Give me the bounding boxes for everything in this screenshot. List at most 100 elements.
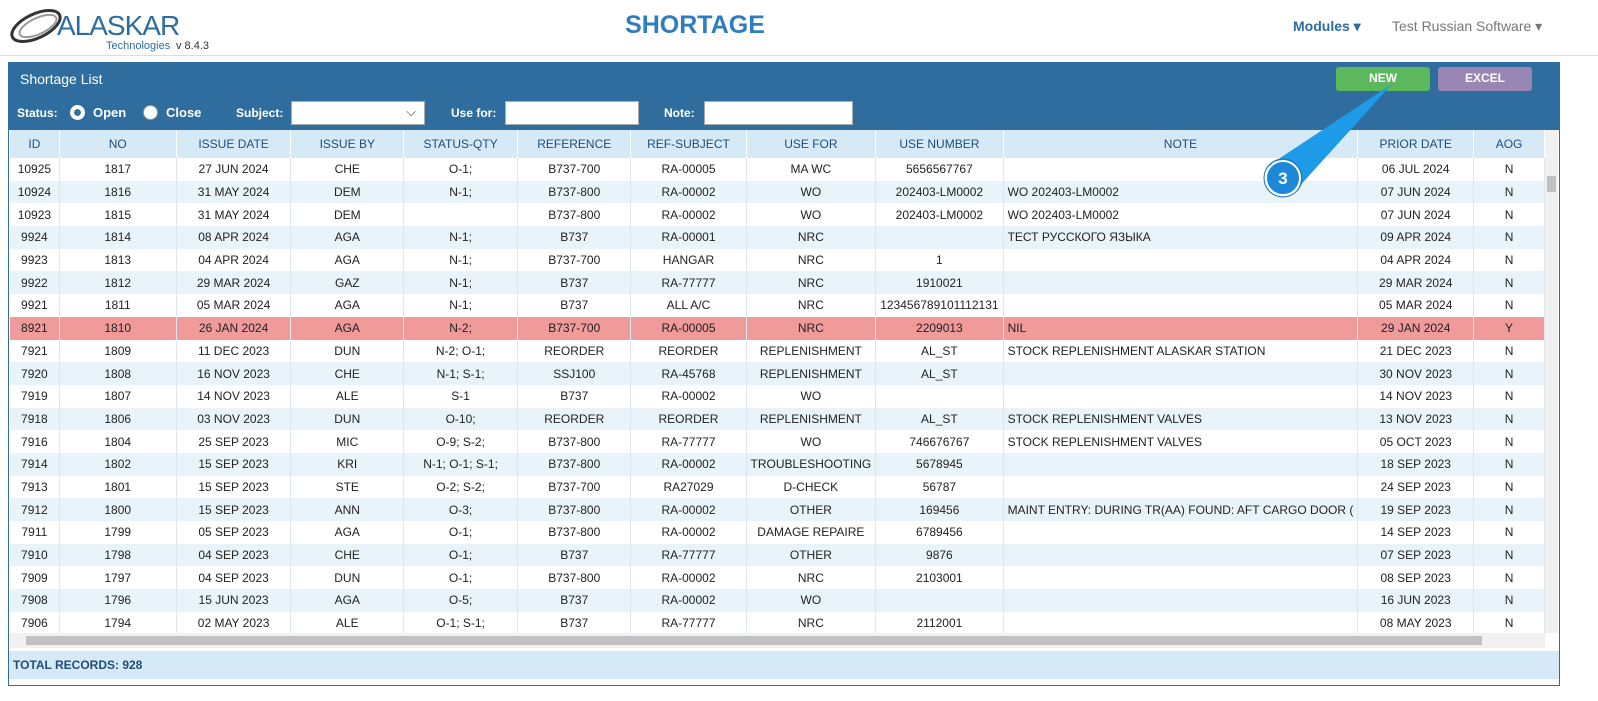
table-cell: 1796 (59, 589, 177, 612)
table-row[interactable]: 9922 1812 29 MAR 2024 GAZ N-1; B737 RA-77777 NR… (10, 271, 1545, 295)
table-cell: O-10; (403, 407, 519, 431)
table-cell: 8921 (10, 316, 60, 340)
table-cell: AGA (290, 589, 405, 612)
table-row[interactable]: 7909 1797 04 SEP 2023 DUN O-1; B737-800 RA-000… (10, 566, 1545, 590)
table-cell: OTHER (746, 498, 877, 521)
nav-modules[interactable]: Modules ▾ (1293, 18, 1361, 34)
table-cell: ALE (290, 384, 405, 408)
table-cell: O-1; (403, 543, 519, 567)
table-cell (1003, 384, 1359, 408)
version: v 8.4.3 (176, 40, 210, 52)
table-cell: STOCK REPLENISHMENT VALVES (1003, 430, 1359, 453)
table-cell: AGA (290, 316, 405, 340)
table-cell: RA27029 (630, 475, 747, 499)
table-cell: 10924 (10, 180, 60, 204)
table-cell: 1799 (59, 521, 177, 544)
column-header: ID (10, 130, 60, 158)
table-cell: 7912 (10, 498, 60, 521)
table-cell: N (1473, 521, 1545, 544)
table-cell: B737-800 (517, 180, 632, 204)
table-cell: N-1; (403, 294, 519, 317)
table-cell: 04 SEP 2023 (176, 543, 292, 567)
table-row[interactable]: 9924 1814 08 APR 2024 AGA N-1; B737 RA-00001 NR… (10, 226, 1545, 249)
table-cell: RA-00002 (630, 521, 747, 544)
table-cell: O-1; (403, 566, 519, 590)
table-cell: 123456789101112131 (875, 294, 1004, 317)
table-cell: S-1 (403, 384, 519, 408)
table-cell: B737-800 (517, 452, 632, 476)
table-row[interactable]: 7920 1808 16 NOV 2023 CHE N-1; S-1; SSJ100 RA-… (10, 362, 1545, 385)
total-records: TOTAL RECORDS: 928 (9, 651, 1559, 679)
table-cell: 07 JUN 2024 (1357, 180, 1475, 204)
table-cell: N (1473, 384, 1545, 408)
note-input[interactable] (704, 101, 853, 125)
table-cell: 09 APR 2024 (1357, 226, 1475, 249)
table-row[interactable]: 7912 1800 15 SEP 2023 ANN O-3; B737-800 RA-000… (10, 498, 1545, 521)
table-row[interactable]: 7918 1806 03 NOV 2023 DUN O-10; REORDER REORDE… (10, 407, 1545, 431)
table-cell: O-1; S-1; (403, 611, 519, 633)
excel-button[interactable]: EXCEL (1438, 67, 1532, 91)
page-title: SHORTAGE (625, 11, 765, 39)
table-cell: OTHER (746, 543, 877, 567)
table-cell: 10923 (10, 203, 60, 227)
table-row[interactable]: 7921 1809 11 DEC 2023 DUN N-2; O-1; REORDER RE… (10, 339, 1545, 363)
table-cell: 27 JUN 2024 (176, 158, 292, 181)
column-header: USE FOR (746, 130, 877, 158)
table-cell: REPLENISHMENT (746, 339, 877, 363)
table-row[interactable]: 7913 1801 15 SEP 2023 STE O-2; S-2; B737-700 R… (10, 475, 1545, 499)
table-row[interactable]: 9921 1811 05 MAR 2024 AGA N-1; B737 ALL A/C NRC… (10, 294, 1545, 317)
h-scrollbar[interactable] (10, 633, 1545, 648)
table-cell: 1815 (59, 203, 177, 227)
table-row[interactable]: 7908 1796 15 JUN 2023 AGA O-5; B737 RA-00002 WO… (10, 589, 1545, 612)
table-cell: 202403-LM0002 (875, 180, 1004, 204)
table-row[interactable]: 7916 1804 25 SEP 2023 MIC O-9; S-2; B737-800 R… (10, 430, 1545, 453)
new-button[interactable]: NEW (1336, 67, 1430, 91)
table-cell: DEM (290, 203, 405, 227)
table-cell: 1810 (59, 316, 177, 340)
table-cell: REORDER (517, 407, 632, 431)
table-cell: 6789456 (875, 521, 1004, 544)
table-cell: 7919 (10, 384, 60, 408)
table-cell: MA WC (746, 158, 877, 181)
subject-select[interactable]: ⌵ (291, 101, 425, 125)
radio-label: Open (93, 105, 127, 120)
table-cell: TROUBLESHOOTING (746, 452, 877, 476)
table-cell (1003, 475, 1359, 499)
column-header: ISSUE BY (290, 130, 405, 158)
table-row[interactable]: 10923 1815 31 MAY 2024 DEM B737-800 RA-00002 W… (10, 203, 1545, 227)
table-cell: 7913 (10, 475, 60, 499)
table-row[interactable]: 7906 1794 02 MAY 2023 ALE O-1; S-1; B737 RA-77… (10, 611, 1545, 633)
table-cell: RA-00002 (630, 566, 747, 590)
table-cell: N-1; (403, 180, 519, 204)
table-row[interactable]: 7919 1807 14 NOV 2023 ALE S-1 B737 RA-00002 WO 1… (10, 384, 1545, 408)
table-cell: 05 SEP 2023 (176, 521, 292, 544)
table-cell: HANGAR (630, 248, 747, 272)
use-for-input[interactable] (505, 101, 639, 125)
v-scrollbar[interactable] (1545, 130, 1558, 633)
table-cell: MIC (290, 430, 405, 453)
table-cell: 18 SEP 2023 (1357, 452, 1475, 476)
table-cell: RA-00002 (630, 452, 747, 476)
table-row[interactable]: 7914 1802 15 SEP 2023 KRI N-1; O-1; S-1; B737… (10, 452, 1545, 476)
column-header: ISSUE DATE (176, 130, 292, 158)
table-row[interactable]: 10924 1816 31 MAY 2024 DEM N-1; B737-800 RA-00… (10, 180, 1545, 204)
table-cell: STOCK REPLENISHMENT VALVES (1003, 407, 1359, 431)
table-cell: 15 JUN 2023 (176, 589, 292, 612)
table-cell: NRC (746, 248, 877, 272)
table-cell: 15 SEP 2023 (176, 475, 292, 499)
table-cell: B737-800 (517, 498, 632, 521)
table-row[interactable]: 8921 1810 26 JAN 2024 AGA N-2; B737-700 RA-000… (10, 316, 1545, 340)
table-row[interactable]: 7910 1798 04 SEP 2023 CHE O-1; B737 RA-77777 OT… (10, 543, 1545, 567)
table-row[interactable]: 9923 1813 04 APR 2024 AGA N-1; B737-700 HANGAR… (10, 248, 1545, 272)
note-label: Note: (664, 106, 695, 120)
shortage-table: ID NO ISSUE DATE ISSUE BY STATUS-QTY REFERENC… (10, 130, 1545, 633)
table-row[interactable]: 10925 1817 27 JUN 2024 CHE O-1; B737-700 RA-00… (10, 158, 1545, 181)
table-cell: REORDER (630, 407, 747, 431)
table-cell: 13 NOV 2023 (1357, 407, 1475, 431)
table-row[interactable]: 7911 1799 05 SEP 2023 AGA O-1; B737-800 RA-000… (10, 521, 1545, 544)
table-cell: 1794 (59, 611, 177, 633)
nav-user[interactable]: Test Russian Software ▾ (1392, 18, 1543, 34)
table-cell (875, 589, 1004, 612)
table-cell: RA-00002 (630, 589, 747, 612)
table-cell: B737 (517, 611, 632, 633)
